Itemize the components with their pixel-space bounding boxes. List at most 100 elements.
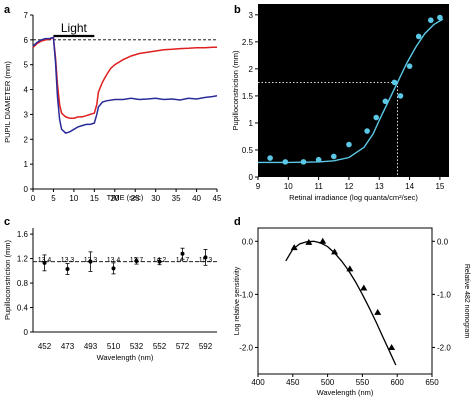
y-tick-label: 0.0 [242, 237, 254, 246]
x-axis-label: Wavelength (nm) [317, 388, 374, 397]
data-point-triangle [346, 265, 354, 272]
panel-letter-c: c [4, 216, 10, 228]
data-point [406, 63, 413, 69]
panel-d-action-spectrum: 400 450 500 550 600 650 0.0 0.0 -1.0 -1.0 -2.0 -2.0… [234, 227, 470, 397]
y-tick-label: -1.0 [239, 290, 253, 299]
nomogram-curve [285, 240, 397, 366]
data-point [42, 260, 47, 265]
y-tick-label: 0.4 [17, 304, 29, 313]
x-tick-label: 9 [256, 182, 261, 191]
data-point [437, 14, 443, 21]
data-point [267, 155, 273, 161]
data-point [428, 17, 434, 24]
data-point [382, 98, 389, 105]
x-tick-label: 510 [107, 342, 121, 351]
x-tick-label: 650 [425, 378, 439, 387]
y-axis-label: PUPIL DIAMETER (mm) [3, 61, 12, 143]
data-point [134, 259, 139, 264]
x-tick-label: 20 [110, 194, 119, 203]
data-point [330, 153, 337, 160]
y-tick-label: 1.5 [242, 92, 254, 101]
x-tick-label: 35 [172, 194, 181, 203]
y-axis-label: Log relative sensitivity [234, 266, 241, 335]
x-tick-label: 500 [321, 378, 335, 387]
panel-letter-b: b [234, 4, 241, 16]
plot-background [258, 4, 449, 177]
y-tick-label: 4 [24, 86, 29, 95]
data-point [157, 259, 162, 264]
y-tick-label: 1.6 [17, 230, 29, 239]
x-tick-label: 450 [286, 378, 300, 387]
x-tick-label: 572 [176, 342, 190, 351]
x-tick-label: 10 [284, 182, 293, 191]
value-label: 13.3 [61, 257, 75, 264]
data-point [88, 259, 93, 264]
data-point [180, 251, 185, 256]
x-tick-label: 13 [375, 182, 384, 191]
x-tick-label: 12 [344, 182, 353, 191]
data-point [203, 255, 208, 260]
x-axis-label: TIME (sec) [107, 193, 144, 202]
data-point [364, 128, 370, 134]
data-point-triangle [388, 343, 396, 350]
x-tick-label: 550 [356, 378, 370, 387]
data-point [111, 266, 116, 271]
y-tick-label: 1.2 [17, 255, 29, 264]
data-point [65, 266, 70, 271]
y-tick-label: 0 [24, 328, 29, 337]
data-point [346, 141, 352, 148]
value-label: 13.4 [107, 257, 121, 264]
y2-tick-label: -1.0 [437, 290, 451, 299]
y-tick-label: -2.0 [239, 343, 253, 352]
y-tick-label: 5 [24, 61, 29, 70]
x-tick-label: 30 [151, 194, 160, 203]
data-point-triangle [331, 248, 339, 255]
x-tick-label: 400 [251, 378, 265, 387]
y-tick-label: 0 [24, 185, 29, 194]
panel-letter-d: d [234, 216, 241, 228]
y-axis-label: Pupilloconstriction (mm) [3, 239, 12, 320]
series-line-1 [32, 36, 217, 119]
y-tick-label: 1 [249, 119, 254, 128]
y-tick-label: 1 [24, 160, 29, 169]
y-tick-label: 0 [249, 173, 254, 182]
data-point-triangle [360, 284, 368, 291]
x-tick-label: 592 [199, 342, 213, 351]
y-tick-label: 2 [24, 135, 29, 144]
data-point [415, 33, 422, 40]
x-tick-label: 15 [90, 194, 99, 203]
x-tick-label: 452 [38, 342, 52, 351]
data-point [397, 93, 404, 99]
x-tick-label: 0 [31, 194, 36, 203]
x-tick-label: 473 [61, 342, 75, 351]
data-point-triangle [290, 244, 298, 251]
data-point-triangle [319, 237, 327, 244]
data-point-triangle [305, 238, 313, 245]
y-tick-label: 3 [249, 11, 254, 20]
data-point [373, 114, 380, 121]
y-tick-label: 7 [24, 11, 29, 20]
light-annotation: Light [61, 21, 88, 35]
y-tick-label: 2 [249, 65, 254, 74]
data-point-triangle [374, 308, 382, 315]
value-label: 14.7 [176, 257, 190, 264]
data-point [315, 156, 322, 163]
data-point [300, 159, 307, 165]
x-tick-label: 5 [51, 194, 56, 203]
panel-b-irradiance-response: 9 10 11 12 13 14 15 0 0.5 1 1.5 2 2.5 3 Retinal irradi… [231, 4, 449, 202]
x-tick-label: 493 [84, 342, 98, 351]
y-tick-label: 2.5 [242, 38, 254, 47]
panel-letter-a: a [4, 4, 11, 16]
y-axis-label: Pupilloconstriction (mm) [231, 50, 240, 131]
y2-tick-label: -2.0 [437, 343, 451, 352]
y2-tick-label: 0.0 [437, 237, 449, 246]
x-tick-label: 600 [391, 378, 405, 387]
data-point [282, 159, 289, 165]
x-axis-label: Wavelength (nm) [97, 353, 154, 362]
x-tick-label: 10 [69, 194, 78, 203]
x-tick-label: 552 [153, 342, 167, 351]
x-tick-label: 40 [192, 194, 201, 203]
x-tick-label: 25 [131, 194, 140, 203]
